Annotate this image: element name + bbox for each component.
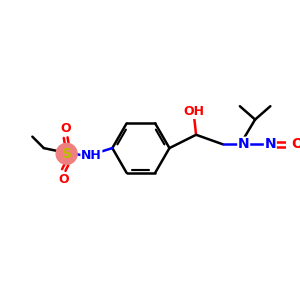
Text: S: S <box>61 147 72 161</box>
Circle shape <box>56 143 77 164</box>
Text: O: O <box>291 137 300 151</box>
Text: NH: NH <box>81 149 102 162</box>
Text: O: O <box>60 122 71 135</box>
Text: N: N <box>265 137 276 151</box>
Text: OH: OH <box>184 105 205 119</box>
Text: N: N <box>238 137 250 151</box>
Text: O: O <box>58 173 69 186</box>
